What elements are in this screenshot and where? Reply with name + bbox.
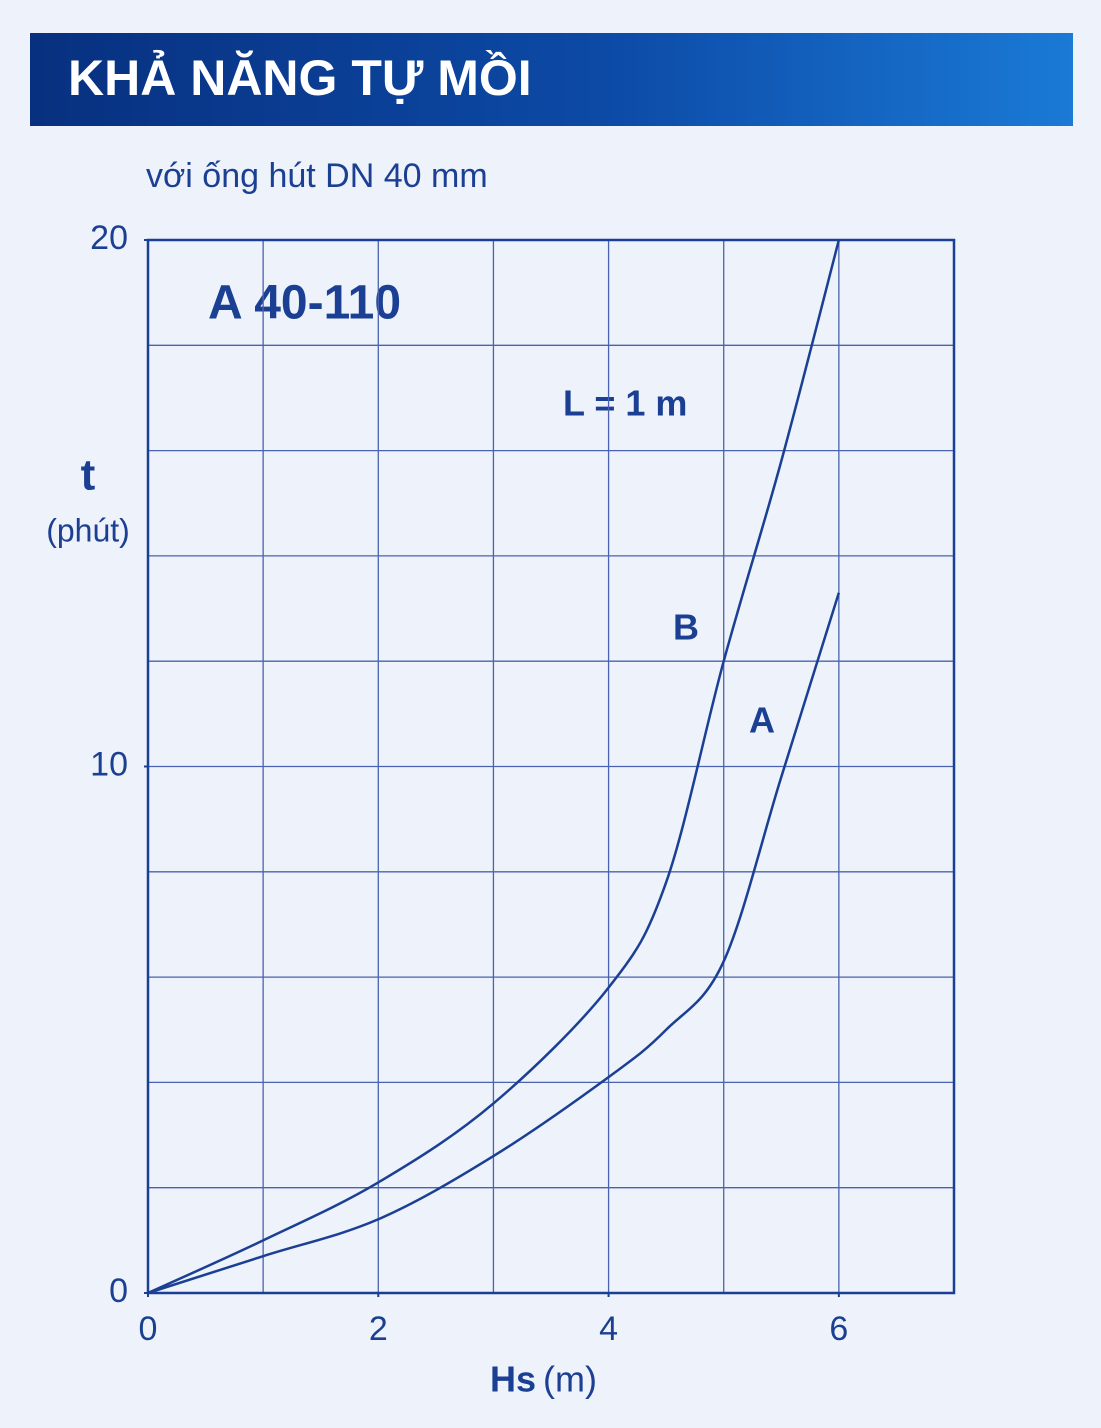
x-tick-label: 2 xyxy=(369,1310,388,1348)
y-tick-label: 10 xyxy=(90,745,128,783)
y-tick-label: 20 xyxy=(90,219,128,257)
y-axis-label: t xyxy=(81,451,96,500)
subtitle: với ống hút DN 40 mm xyxy=(146,157,488,195)
series-label: B xyxy=(673,607,699,648)
title-banner xyxy=(30,33,1073,126)
x-tick-label: 0 xyxy=(139,1310,158,1348)
curve xyxy=(147,592,841,1295)
x-tick-label: 4 xyxy=(599,1310,618,1348)
series-label: A xyxy=(749,700,775,741)
x-tick-label: 6 xyxy=(829,1310,848,1348)
x-axis-label: Hs xyxy=(490,1359,536,1400)
y-tick-label: 0 xyxy=(109,1272,128,1310)
y-axis-unit: (phút) xyxy=(46,512,130,548)
curve xyxy=(147,239,841,1295)
chart-title: KHẢ NĂNG TỰ MỒI xyxy=(68,50,532,106)
x-axis-unit: (m) xyxy=(543,1359,597,1400)
annotation: L = 1 m xyxy=(563,383,687,424)
model-label: A 40-110 xyxy=(208,277,401,330)
